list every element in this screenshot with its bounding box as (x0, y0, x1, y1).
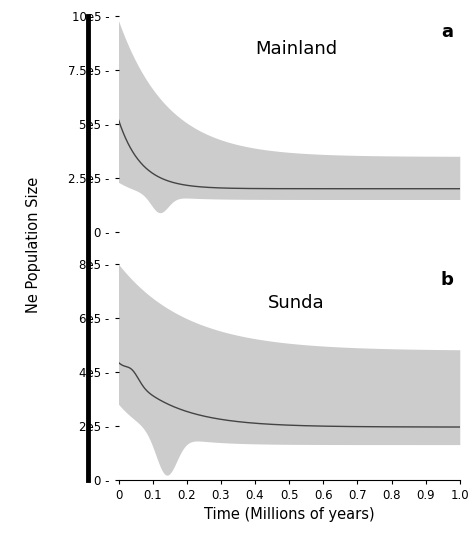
Text: Mainland: Mainland (255, 40, 337, 58)
X-axis label: Time (Millions of years): Time (Millions of years) (204, 507, 374, 522)
Text: Ne Population Size: Ne Population Size (26, 177, 41, 313)
Text: a: a (441, 23, 453, 41)
Text: b: b (440, 271, 453, 289)
Text: Sunda: Sunda (268, 294, 324, 312)
